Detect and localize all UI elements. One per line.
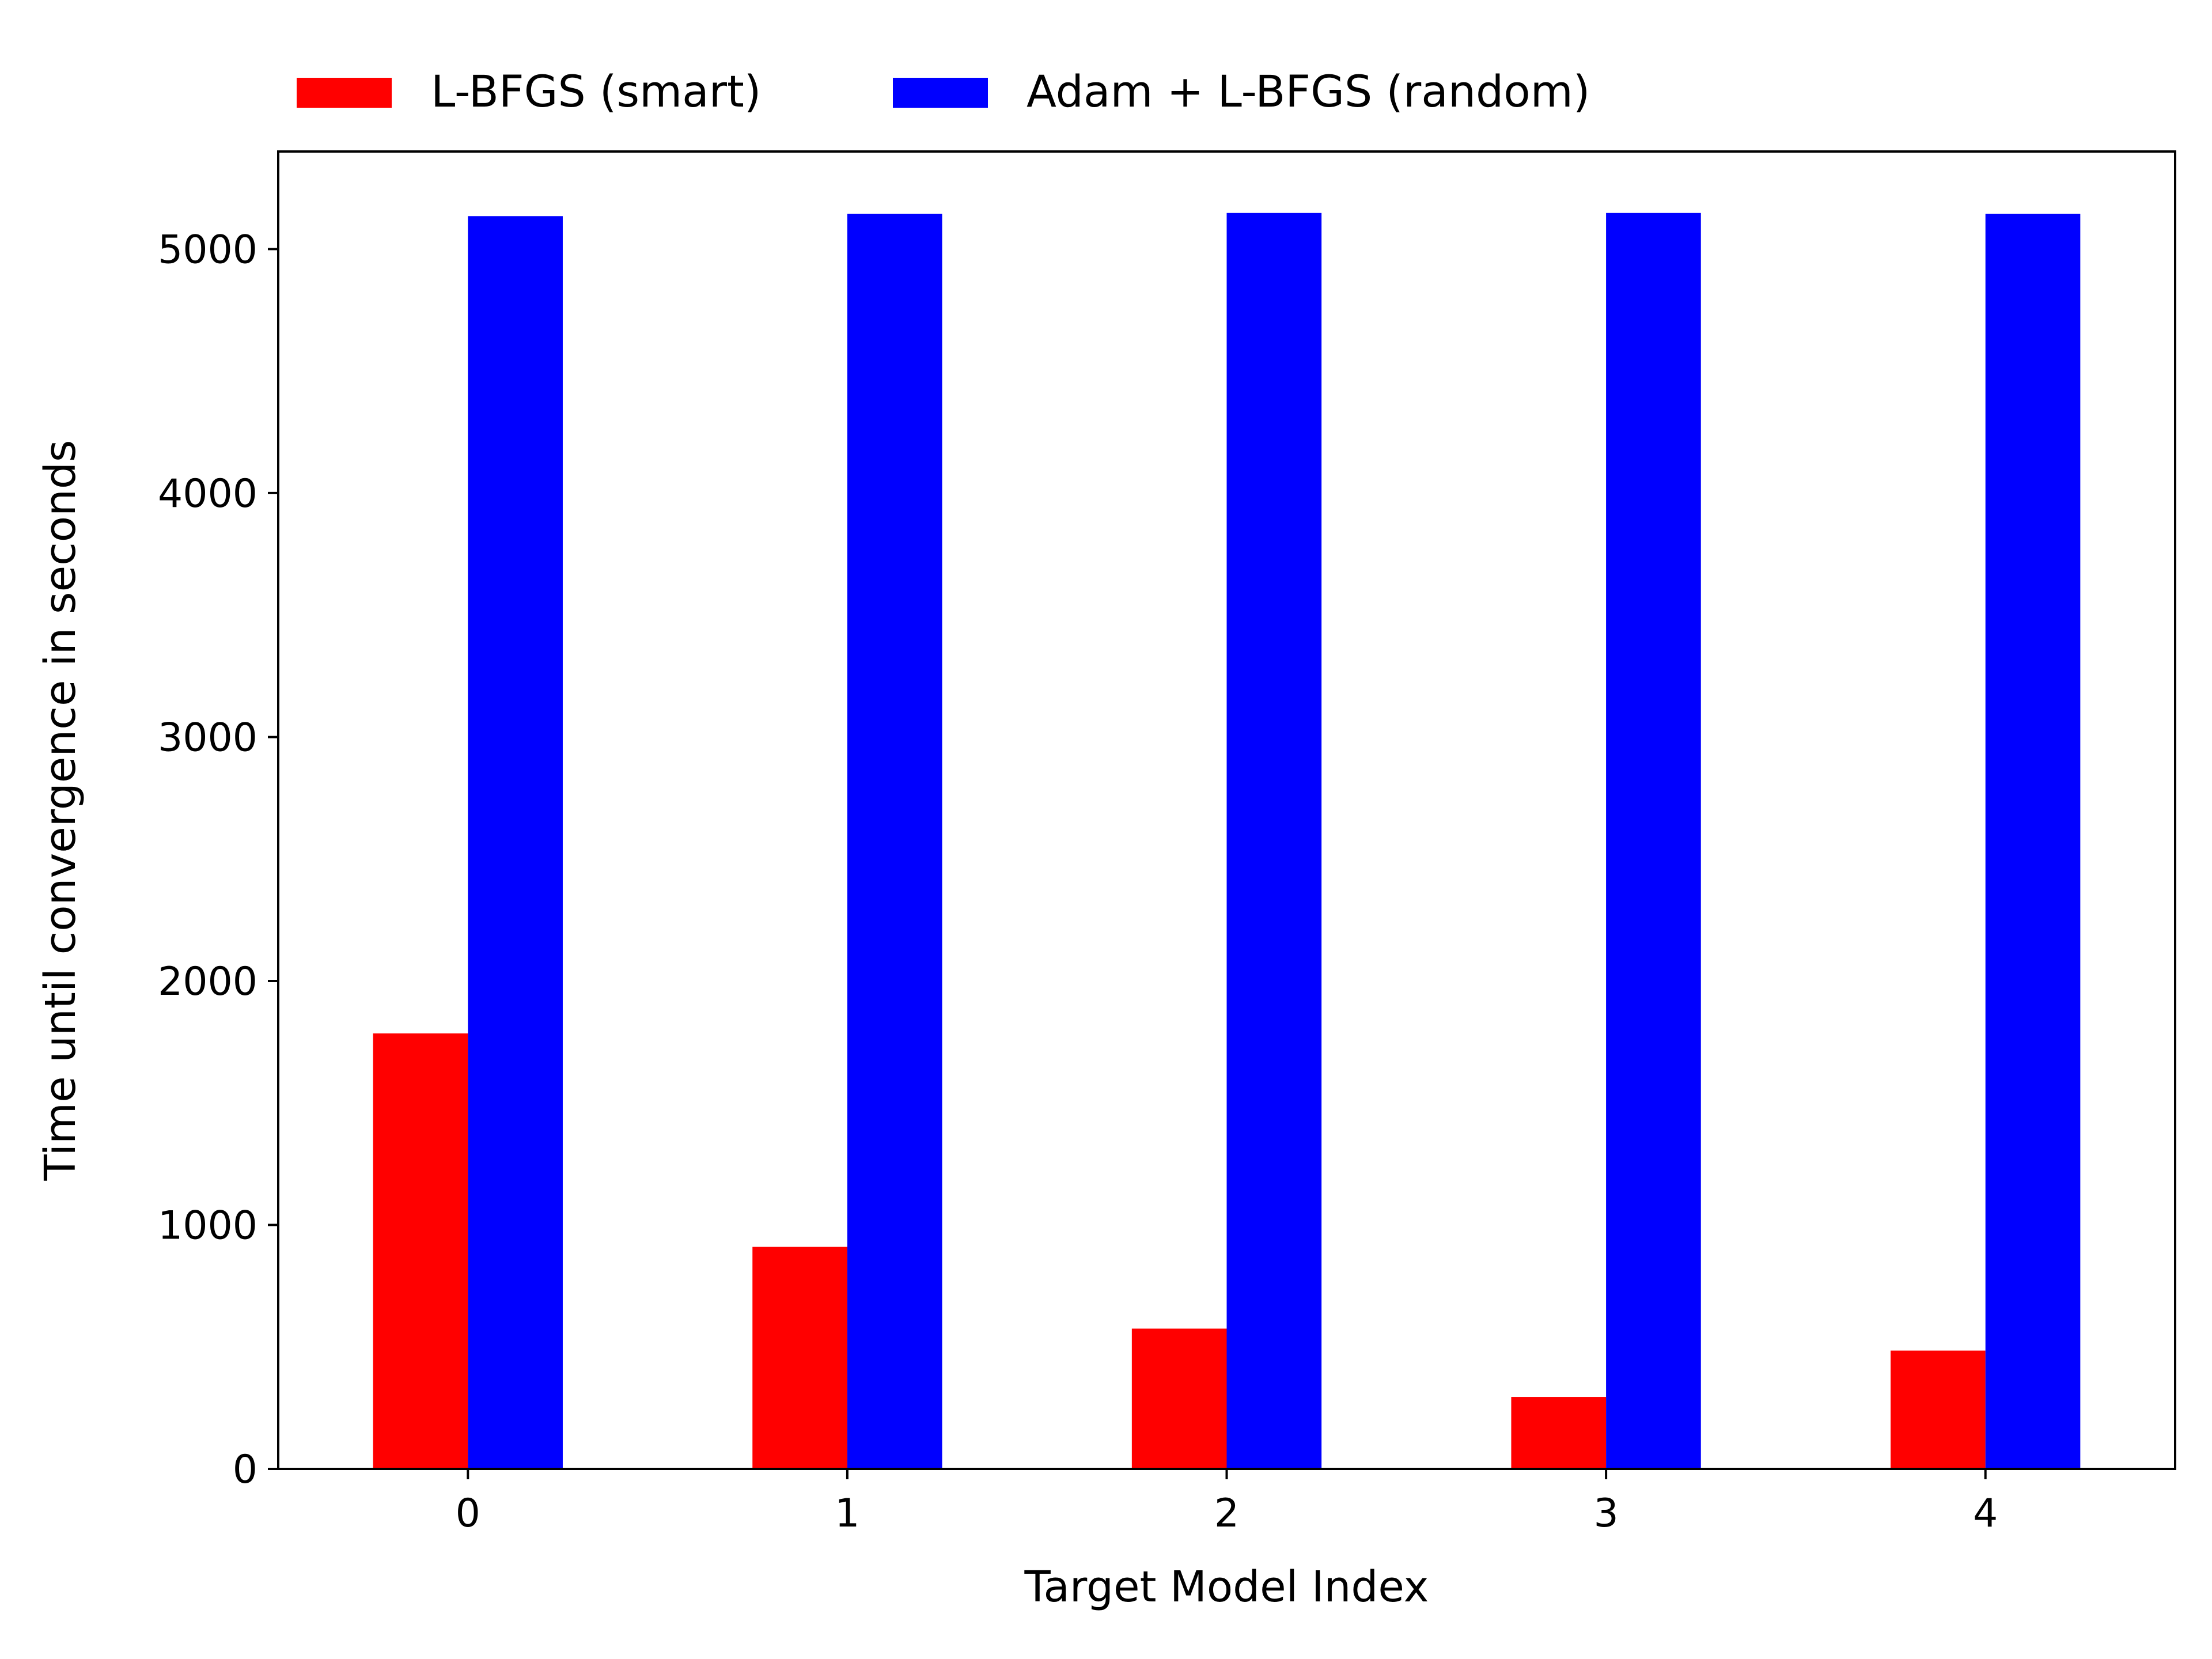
bar-l-bfgs-smart-2 <box>1131 1328 1227 1469</box>
bar-l-bfgs-smart-4 <box>1891 1350 1986 1469</box>
y-tick-label: 5000 <box>158 227 257 272</box>
bar-adam-l-bfgs-random-2 <box>1226 213 1322 1469</box>
x-axis-label: Target Model Index <box>1024 1562 1429 1612</box>
x-tick-label: 2 <box>1214 1491 1239 1536</box>
x-tick-label: 0 <box>456 1491 480 1536</box>
bars <box>373 213 2081 1469</box>
x-tick-label: 1 <box>835 1491 859 1536</box>
bar-l-bfgs-smart-1 <box>752 1247 847 1469</box>
y-tick-label: 2000 <box>158 959 257 1005</box>
bar-adam-l-bfgs-random-1 <box>847 213 942 1469</box>
legend: L-BFGS (smart) Adam + L-BFGS (random) <box>297 66 1590 117</box>
legend-label-lbfgs-smart: L-BFGS (smart) <box>431 66 761 117</box>
x-axis: 0 1 2 3 4 <box>456 1469 1998 1536</box>
legend-label-adam-lbfgs-random: Adam + L-BFGS (random) <box>1027 66 1590 117</box>
bar-l-bfgs-smart-0 <box>373 1033 468 1469</box>
legend-swatch-adam-lbfgs-random <box>893 78 988 108</box>
y-axis: 0 1000 2000 3000 4000 5000 <box>158 227 278 1493</box>
y-tick-label: 0 <box>233 1447 257 1493</box>
bar-l-bfgs-smart-3 <box>1511 1397 1607 1469</box>
x-tick-label: 4 <box>1973 1491 1998 1536</box>
bar-adam-l-bfgs-random-3 <box>1606 213 1701 1469</box>
y-tick-label: 1000 <box>158 1203 257 1248</box>
y-tick-label: 3000 <box>158 715 257 760</box>
x-tick-label: 3 <box>1593 1491 1618 1536</box>
bar-adam-l-bfgs-random-4 <box>1985 213 2081 1469</box>
y-tick-label: 4000 <box>158 471 257 517</box>
legend-swatch-lbfgs-smart <box>297 78 392 108</box>
y-axis-label: Time until convergence in seconds <box>36 440 85 1181</box>
bar-adam-l-bfgs-random-0 <box>468 216 563 1469</box>
